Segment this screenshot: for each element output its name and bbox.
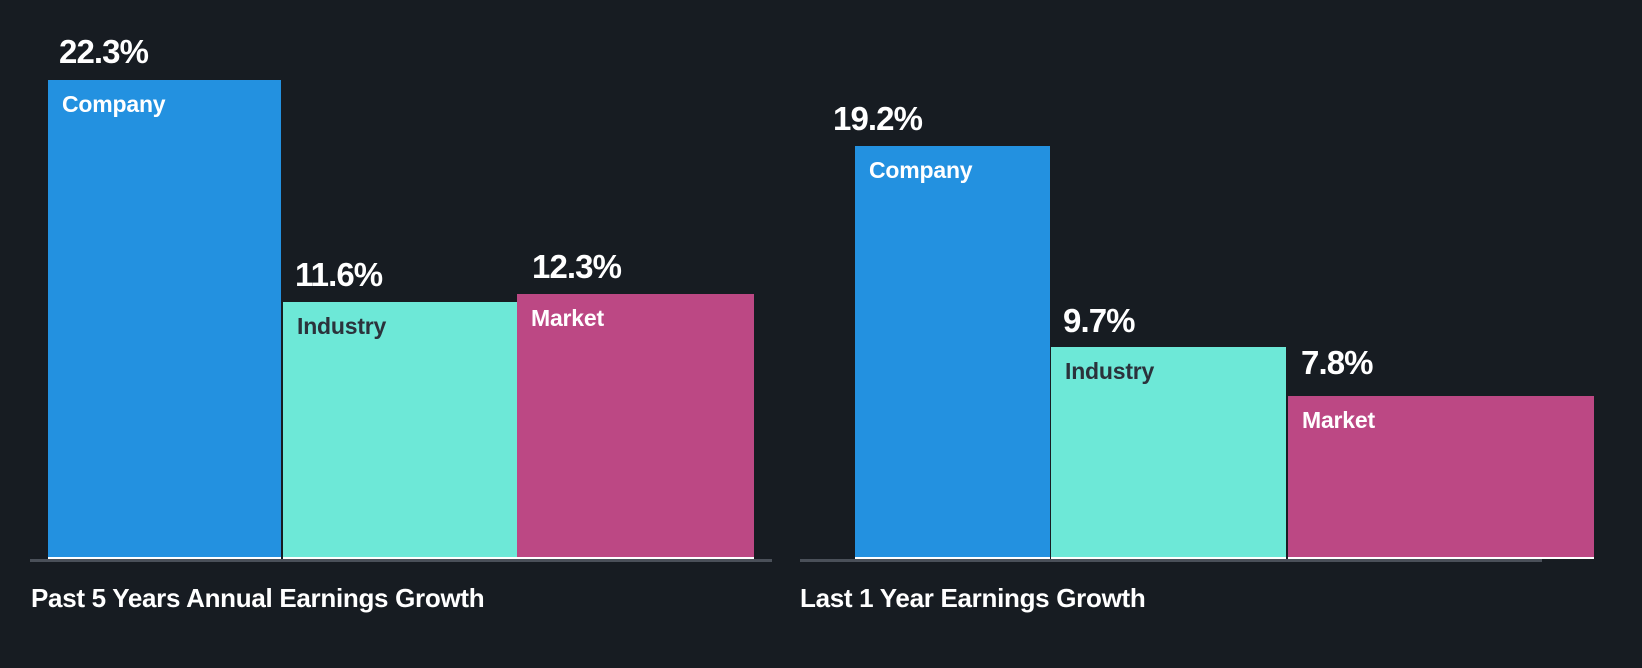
bar-baseline-highlight — [1051, 557, 1286, 559]
bar-value-industry: 11.6% — [295, 256, 383, 293]
chart-title-past-5-years: Past 5 Years Annual Earnings Growth — [31, 583, 485, 613]
bar-baseline-highlight — [855, 557, 1050, 559]
bar-value-company: 19.2% — [833, 100, 923, 137]
bar-value-industry: 9.7% — [1063, 302, 1136, 339]
bar-label-market: Market — [531, 305, 604, 331]
bar-label-company: Company — [869, 157, 973, 183]
bar-baseline-highlight — [1288, 557, 1594, 559]
bar-value-market: 12.3% — [532, 248, 622, 285]
bar-value-company: 22.3% — [59, 33, 149, 70]
bar-market[interactable]: Market — [1288, 396, 1594, 559]
bar-industry[interactable]: Industry — [1051, 347, 1286, 559]
bar-baseline-highlight — [48, 557, 281, 559]
bar-label-market: Market — [1302, 407, 1375, 433]
bar-value-market: 7.8% — [1301, 344, 1374, 381]
chart-panel-last-1-year: Company 19.2% Industry 9.7% Market 7.8% … — [800, 0, 1642, 668]
bar-baseline-highlight — [517, 557, 754, 559]
bar-industry[interactable]: Industry — [283, 302, 517, 559]
bar-company[interactable]: Company — [855, 146, 1050, 559]
bar-label-industry: Industry — [297, 313, 387, 339]
bar-baseline-highlight — [283, 557, 517, 559]
bar-company[interactable]: Company — [48, 80, 281, 559]
axis-baseline — [30, 559, 772, 562]
axis-baseline — [800, 559, 1542, 562]
chart-panel-past-5-years: Company 22.3% Industry 11.6% Market 12.3… — [0, 0, 800, 668]
bar-market[interactable]: Market — [517, 294, 754, 559]
chart-title-last-1-year: Last 1 Year Earnings Growth — [800, 583, 1146, 613]
bar-label-industry: Industry — [1065, 358, 1155, 384]
bar-label-company: Company — [62, 91, 166, 117]
